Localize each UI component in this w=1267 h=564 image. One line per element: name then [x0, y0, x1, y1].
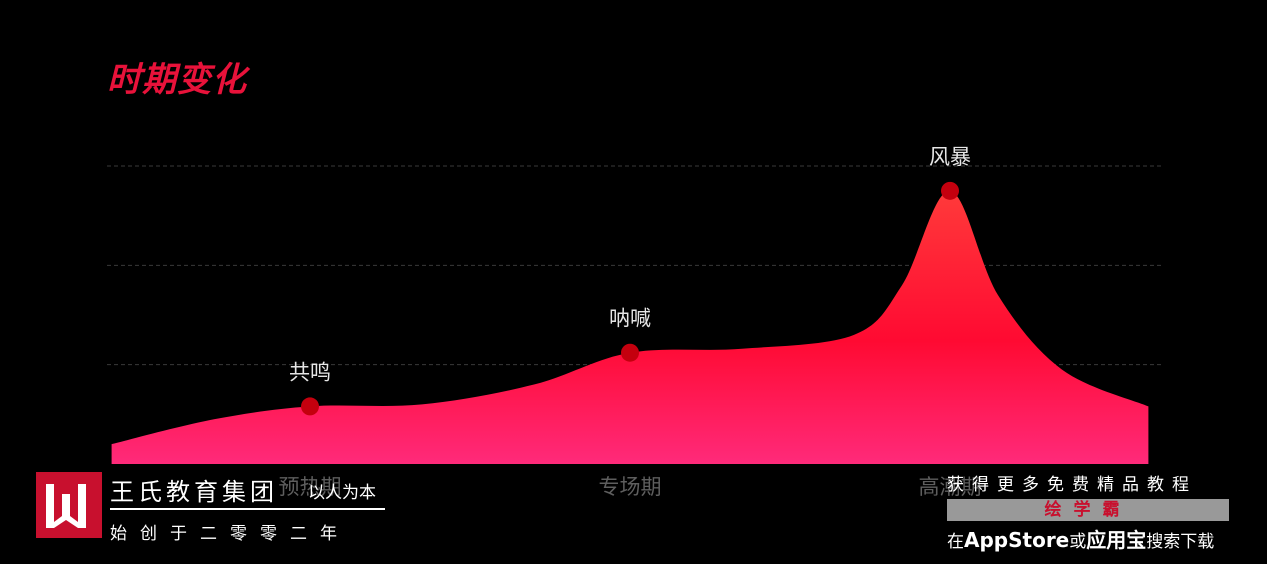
promo-block: 获得更多免费精品教程 绘学霸 在AppStore或应用宝搜索下载 [947, 470, 1231, 553]
x-tick-label-2: 高潮期 [919, 475, 982, 499]
x-tick-label-0: 预热期 [279, 475, 342, 499]
area-series [111, 190, 1149, 464]
data-point-0 [301, 397, 319, 416]
data-point-1 [621, 343, 639, 362]
promo-mid: 或 [1069, 532, 1087, 552]
x-tick-label-1: 专场期 [599, 475, 662, 499]
brand-divider [110, 508, 385, 510]
point-label-2: 风暴 [929, 145, 971, 169]
promo-download-hint: 在AppStore或应用宝搜索下载 [947, 524, 1231, 553]
brand-subtitle: 始创于二零零二年 [110, 524, 350, 544]
promo-app-name: 绘学霸 [947, 499, 1229, 521]
promo-app: 应用宝 [1086, 528, 1147, 552]
data-markers [301, 181, 959, 416]
point-labels: 共鸣 呐喊 风暴 [289, 145, 971, 385]
brand-slogan: 以人为本 [308, 483, 376, 503]
page-title: 时期变化 [107, 60, 247, 100]
x-axis-labels: 预热期 专场期 高潮期 [279, 475, 982, 499]
data-point-2 [941, 181, 959, 200]
promo-pre: 在 [947, 532, 964, 552]
brand-name: 王氏教育集团 [110, 478, 278, 506]
brand-logo [36, 472, 102, 538]
promo-line: 获得更多免费精品教程 [947, 475, 1197, 495]
promo-store: AppStore [964, 528, 1070, 552]
point-label-0: 共鸣 [289, 360, 331, 384]
point-label-1: 呐喊 [609, 307, 651, 331]
promo-post: 搜索下载 [1146, 532, 1215, 552]
